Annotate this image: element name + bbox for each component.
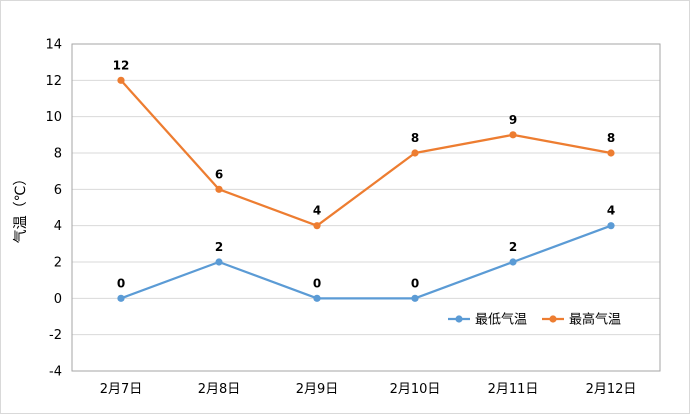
data-point	[313, 222, 321, 230]
data-labels: 0 2 0 0 2 4 12 6 4 8 9 8	[113, 58, 616, 290]
series-line-1	[120, 224, 612, 300]
data-label: 6	[215, 167, 223, 181]
plot-area-border	[71, 43, 661, 372]
data-label: 8	[607, 131, 615, 145]
data-label: 2	[215, 240, 223, 254]
data-point	[117, 76, 125, 84]
data-label: 9	[509, 113, 517, 127]
legend-label: 最低气温	[475, 312, 527, 328]
y-tick-label: 4	[54, 219, 62, 234]
y-tick-label: 0	[54, 292, 62, 307]
y-tick-label: 2	[54, 256, 62, 271]
y-tick-label: -4	[49, 365, 62, 380]
y-axis-title: 气温（℃）	[13, 172, 29, 244]
data-label: 0	[117, 276, 125, 290]
series-line-2	[120, 79, 612, 227]
x-tick-label: 2月8日	[198, 382, 241, 397]
data-point	[607, 222, 615, 230]
data-point	[607, 149, 615, 157]
x-tick-label: 2月7日	[100, 382, 143, 397]
data-label: 8	[411, 131, 419, 145]
legend-marker	[455, 315, 463, 323]
y-tick-label: -2	[49, 328, 62, 343]
data-point	[509, 258, 517, 266]
data-point	[313, 294, 321, 302]
x-tick-label: 2月11日	[488, 382, 539, 397]
x-tick-label: 2月10日	[390, 382, 441, 397]
legend-label: 最高气温	[569, 312, 621, 328]
y-tick-label: 8	[54, 147, 62, 162]
data-label: 4	[607, 204, 615, 218]
data-label: 0	[313, 276, 321, 290]
data-point	[411, 149, 419, 157]
data-point	[509, 131, 517, 139]
y-tick-label: 14	[45, 38, 62, 53]
data-point	[411, 294, 419, 302]
data-label: 12	[113, 58, 130, 72]
data-point	[117, 294, 125, 302]
y-tick-label: 12	[45, 74, 62, 89]
y-tick-label: 6	[54, 183, 62, 198]
data-label: 0	[411, 276, 419, 290]
data-point	[215, 185, 223, 193]
series-lines	[117, 76, 615, 302]
x-tick-label: 2月9日	[296, 382, 339, 397]
data-label: 4	[313, 204, 321, 218]
data-label: 2	[509, 240, 517, 254]
y-tick-label: 10	[45, 110, 62, 125]
x-tick-label: 2月12日	[586, 382, 637, 397]
data-point	[215, 258, 223, 266]
legend-marker	[549, 315, 557, 323]
legend: 最低气温 最高气温	[448, 312, 621, 328]
axes: -4 -2 0 2 4 6 8 10 12 14 2月7日 2月8日 2月9日 2月10日 2月11日 2月1…	[45, 38, 661, 397]
